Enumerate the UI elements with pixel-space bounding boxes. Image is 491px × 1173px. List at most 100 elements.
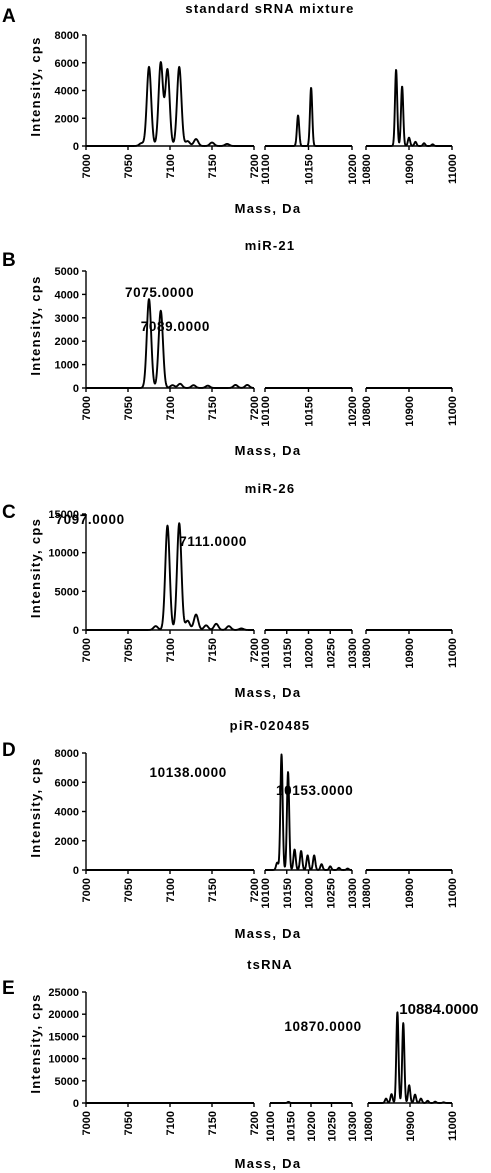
x-tick-label: 11000 xyxy=(447,638,459,668)
x-tick-label: 10200 xyxy=(306,1111,318,1142)
x-axis-label: Mass, Da xyxy=(235,1156,302,1171)
x-tick-label: 10800 xyxy=(361,396,373,427)
chart-title: standard sRNA mixture xyxy=(185,1,354,16)
peak-point xyxy=(216,623,217,624)
peak-annotation: 7089.0000 xyxy=(141,319,210,334)
y-tick-label: 4000 xyxy=(55,289,79,301)
series-line xyxy=(264,87,353,147)
peak-point xyxy=(179,66,180,67)
peak-point xyxy=(321,864,322,865)
peak-point xyxy=(195,614,196,615)
peak-annotation: 10870.0000 xyxy=(284,1019,361,1034)
peak-point xyxy=(179,523,180,524)
x-tick-label: 7100 xyxy=(165,638,177,662)
peak-point xyxy=(301,850,302,851)
x-tick-label: 7000 xyxy=(81,1111,93,1135)
x-tick-label: 10800 xyxy=(363,1111,375,1142)
x-tick-label: 10300 xyxy=(347,878,359,909)
peak-point xyxy=(207,385,208,386)
x-tick-label: 10200 xyxy=(347,154,359,185)
peak-point xyxy=(167,69,168,70)
y-tick-label: 8000 xyxy=(55,748,79,760)
x-tick-label: 10250 xyxy=(327,1111,339,1142)
x-tick-label: 7150 xyxy=(207,1111,219,1135)
y-tick-label: 15000 xyxy=(48,509,79,521)
peak-point xyxy=(408,137,409,138)
x-tick-label: 10150 xyxy=(282,638,294,669)
x-tick-label: 10250 xyxy=(325,638,337,669)
x-tick-label: 10300 xyxy=(347,638,359,669)
x-tick-label: 10900 xyxy=(404,154,416,185)
x-tick-label: 11000 xyxy=(447,154,459,184)
x-tick-label: 7150 xyxy=(207,396,219,420)
peak-point xyxy=(211,142,212,143)
series-line xyxy=(264,753,353,871)
peak-point xyxy=(193,385,194,386)
y-tick-label: 25000 xyxy=(48,987,79,999)
x-tick-label: 7050 xyxy=(123,396,135,420)
peak-point xyxy=(288,1101,289,1102)
peak-point xyxy=(435,1101,436,1102)
peak-point xyxy=(403,1022,404,1023)
x-axis-label: Mass, Da xyxy=(235,443,302,458)
y-tick-label: 10000 xyxy=(48,1054,79,1066)
x-tick-label: 7000 xyxy=(81,638,93,662)
peak-point xyxy=(409,1085,410,1086)
peak-point xyxy=(179,383,180,384)
y-tick-label: 2000 xyxy=(55,336,79,348)
peak-point xyxy=(294,849,295,850)
x-tick-label: 11000 xyxy=(447,396,459,426)
series-line xyxy=(269,1100,353,1104)
y-axis-label: Intensity, cps xyxy=(28,275,43,375)
x-tick-label: 11000 xyxy=(447,1111,459,1141)
peak-point xyxy=(228,626,229,627)
peak-annotation: 10138.0000 xyxy=(150,765,227,780)
peak-point xyxy=(160,62,161,63)
y-axis-label: Intensity, cps xyxy=(28,36,43,136)
y-tick-label: 15000 xyxy=(48,1031,79,1043)
peak-point xyxy=(420,1098,421,1099)
y-tick-label: 0 xyxy=(73,625,79,637)
peak-point xyxy=(277,862,278,863)
series-line xyxy=(85,61,255,147)
peak-point xyxy=(347,868,348,869)
peak-point xyxy=(141,143,142,144)
peak-point xyxy=(297,115,298,116)
chart-title: tsRNA xyxy=(247,957,293,972)
x-tick-label: 10100 xyxy=(260,638,272,669)
y-tick-label: 4000 xyxy=(55,807,79,819)
panel-letter: E xyxy=(2,978,15,999)
peak-point xyxy=(427,1100,428,1101)
peak-point xyxy=(187,620,188,621)
series-line xyxy=(367,1011,453,1104)
series-line xyxy=(365,69,453,147)
x-tick-label: 10100 xyxy=(260,154,272,185)
peak-point xyxy=(432,144,433,145)
peak-annotation: 10884.0000 xyxy=(399,1001,478,1018)
x-tick-label: 7150 xyxy=(207,878,219,902)
x-tick-label: 10900 xyxy=(404,878,416,909)
peak-point xyxy=(167,525,168,526)
x-tick-label: 11000 xyxy=(447,878,459,908)
y-tick-label: 0 xyxy=(73,865,79,877)
x-tick-label: 10150 xyxy=(304,154,316,185)
x-tick-label: 10800 xyxy=(361,878,373,909)
y-tick-label: 5000 xyxy=(55,266,79,278)
peak-point xyxy=(241,628,242,629)
x-tick-label: 10800 xyxy=(361,638,373,669)
y-tick-label: 6000 xyxy=(55,58,79,70)
panel-letter: D xyxy=(2,740,16,761)
x-tick-label: 10150 xyxy=(304,396,316,427)
x-tick-label: 10200 xyxy=(347,396,359,427)
peak-point xyxy=(206,625,207,626)
peak-point xyxy=(330,866,331,867)
peak-point xyxy=(307,855,308,856)
x-tick-label: 10900 xyxy=(404,638,416,669)
panel-letter: B xyxy=(2,250,16,271)
y-tick-label: 0 xyxy=(73,141,79,153)
x-axis-label: Mass, Da xyxy=(235,201,302,216)
